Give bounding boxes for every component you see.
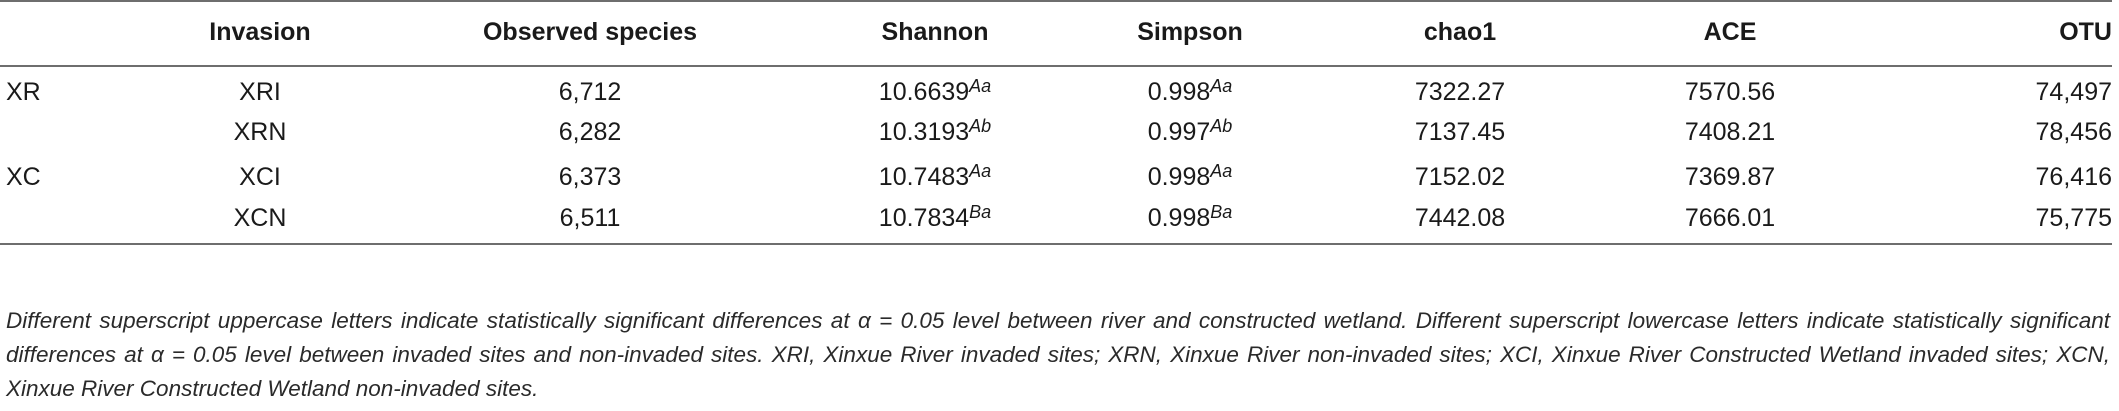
header-observed-species: Observed species <box>380 0 800 67</box>
simpson-superscript: Aa <box>1210 160 1233 181</box>
cell-chao1: 7442.08 <box>1310 199 1610 245</box>
shannon-superscript: Aa <box>969 76 992 97</box>
cell-otu: 78,456 <box>2035 118 2112 147</box>
cell-observed-species: 6,712 <box>558 78 622 107</box>
simpson-value: 0.998 <box>1147 203 1211 232</box>
shannon-value: 10.7834 <box>878 203 970 232</box>
cell-shannon: 10.7483Aa <box>800 155 1070 200</box>
simpson-superscript: Ab <box>1210 116 1233 137</box>
cell-observed-species: 6,373 <box>558 162 622 191</box>
table-footnote: Different superscript uppercase letters … <box>6 307 2110 401</box>
cell-group: XC <box>6 162 41 191</box>
diversity-table-container: Invasion Observed species Shannon Simpso… <box>0 0 2112 245</box>
simpson-superscript: Aa <box>1210 76 1233 97</box>
table-header-row: Invasion Observed species Shannon Simpso… <box>0 0 2112 67</box>
cell-shannon: 10.7834Ba <box>800 199 1070 245</box>
header-otu: OTU <box>1850 0 2112 67</box>
header-simpson: Simpson <box>1070 0 1310 67</box>
cell-chao1: 7137.45 <box>1414 118 1506 147</box>
cell-invasion: XRI <box>239 78 281 107</box>
shannon-value: 10.6639 <box>878 78 970 107</box>
header-chao1: chao1 <box>1310 0 1610 67</box>
cell-otu: 76,416 <box>2035 162 2112 191</box>
cell-observed-species: 6,511 <box>380 199 800 245</box>
cell-ace: 7408.21 <box>1684 118 1776 147</box>
header-ace: ACE <box>1610 0 1850 67</box>
cell-ace: 7369.87 <box>1684 162 1776 191</box>
cell-simpson: 0.998Aa <box>1070 155 1310 200</box>
shannon-value: 10.7483 <box>878 162 970 191</box>
cell-chao1: 7322.27 <box>1414 78 1506 107</box>
cell-chao1: 7152.02 <box>1414 162 1506 191</box>
cell-otu: 75,775 <box>1850 199 2112 245</box>
table-row: XCN 6,511 10.7834Ba 0.998Ba 7442.08 7666… <box>0 199 2112 245</box>
shannon-value: 10.3193 <box>878 118 970 147</box>
cell-simpson: 0.998Ba <box>1070 199 1310 245</box>
shannon-superscript: Ab <box>969 116 992 137</box>
cell-group: XR <box>6 78 41 107</box>
header-shannon: Shannon <box>800 0 1070 67</box>
simpson-value: 0.998 <box>1147 162 1211 191</box>
cell-group <box>0 199 140 245</box>
cell-ace: 7666.01 <box>1610 199 1850 245</box>
cell-observed-species: 6,282 <box>558 118 622 147</box>
cell-shannon: 10.6639Aa <box>800 66 1070 111</box>
shannon-superscript: Aa <box>969 160 992 181</box>
header-group <box>0 0 140 67</box>
cell-otu: 74,497 <box>2035 78 2112 107</box>
cell-invasion: XCI <box>239 162 281 191</box>
cell-invasion: XRN <box>233 118 287 147</box>
simpson-value: 0.997 <box>1147 118 1211 147</box>
cell-ace: 7570.56 <box>1684 78 1776 107</box>
diversity-table: Invasion Observed species Shannon Simpso… <box>0 0 2112 245</box>
cell-simpson: 0.998Aa <box>1070 66 1310 111</box>
table-row: XR XRI 6,712 10.6639Aa 0.998Aa 7322.27 7… <box>0 66 2112 111</box>
simpson-superscript: Ba <box>1210 201 1233 222</box>
simpson-value: 0.998 <box>1147 78 1211 107</box>
cell-invasion: XCN <box>140 199 380 245</box>
cell-simpson: 0.997Ab <box>1070 111 1310 156</box>
table-row: XRN 6,282 10.3193Ab 0.997Ab 7137.45 7408… <box>0 111 2112 156</box>
header-invasion: Invasion <box>140 0 380 67</box>
table-row: XC XCI 6,373 10.7483Aa 0.998Aa 7152.02 7… <box>0 155 2112 200</box>
cell-shannon: 10.3193Ab <box>800 111 1070 156</box>
shannon-superscript: Ba <box>969 201 992 222</box>
cell-group <box>0 111 140 156</box>
